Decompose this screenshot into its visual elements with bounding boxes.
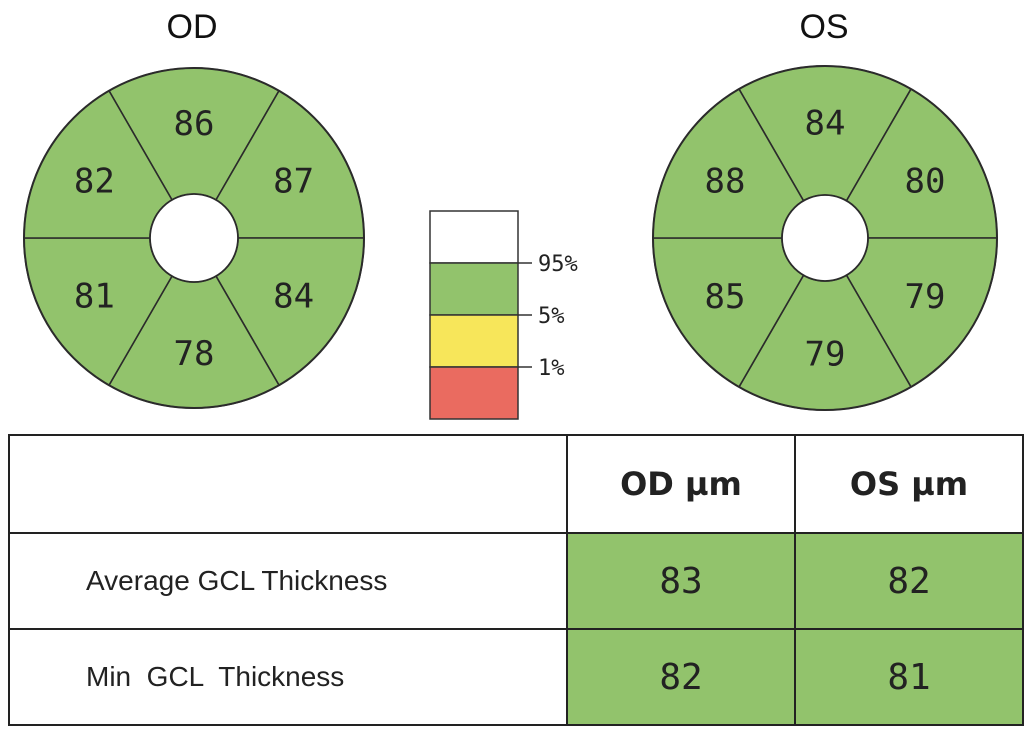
od-sector-inferior-right-value: 84	[273, 277, 314, 317]
legend-label-0: 95%	[538, 252, 578, 277]
od-sector-inferior-value: 78	[174, 334, 215, 374]
header-blank-cell	[8, 434, 568, 534]
os-outer-ring	[652, 65, 998, 411]
od-sector-superior-right-value: 87	[273, 162, 314, 202]
os-eye-label: OS	[799, 8, 848, 46]
legend-band-white	[429, 210, 519, 264]
average-gcl-os-value: 82	[794, 532, 1024, 630]
table-header-row: OD µm OS µm	[8, 434, 1024, 534]
table-row-average-gcl: Average GCL Thickness 83 82	[8, 532, 1024, 630]
row-label-average-gcl: Average GCL Thickness	[8, 532, 568, 630]
min-gcl-od-value: 82	[566, 628, 796, 726]
header-os-um: OS µm	[794, 434, 1024, 534]
od-outer-ring	[23, 67, 365, 409]
os-sector-inferior-left-value: 85	[704, 277, 745, 317]
os-sector-inferior-value: 79	[805, 335, 846, 375]
legend-label-1: 5%	[538, 304, 565, 329]
min-gcl-os-value: 81	[794, 628, 1024, 726]
od-sector-inferior-left-value: 81	[74, 277, 115, 317]
table-row-min-gcl: Min GCL Thickness 82 81	[8, 628, 1024, 726]
os-sector-superior-value: 84	[805, 104, 846, 144]
os-fovea-center	[781, 194, 869, 282]
os-sector-inferior-right-value: 79	[905, 277, 946, 317]
row-label-min-gcl: Min GCL Thickness	[8, 628, 568, 726]
legend-band-green	[429, 262, 519, 316]
legend-band-yellow	[429, 314, 519, 368]
os-sector-superior-right-value: 80	[905, 161, 946, 201]
legend-band-red	[429, 366, 519, 420]
percentile-legend: 95% 5% 1%	[429, 210, 578, 420]
header-od-um: OD µm	[566, 434, 796, 534]
legend-label-2: 1%	[538, 356, 565, 381]
od-fovea-center	[149, 193, 239, 283]
gcl-thickness-table: OD µm OS µm Average GCL Thickness 83 82 …	[8, 434, 1024, 726]
od-sector-superior-left-value: 82	[74, 162, 115, 202]
od-sector-superior-value: 86	[174, 104, 215, 144]
os-sector-map: 84 80 79 79 85 88	[652, 65, 998, 411]
od-eye-label: OD	[167, 8, 218, 46]
os-sector-superior-left-value: 88	[704, 161, 745, 201]
average-gcl-od-value: 83	[566, 532, 796, 630]
od-sector-map: 86 87 84 78 81 82	[23, 67, 365, 409]
